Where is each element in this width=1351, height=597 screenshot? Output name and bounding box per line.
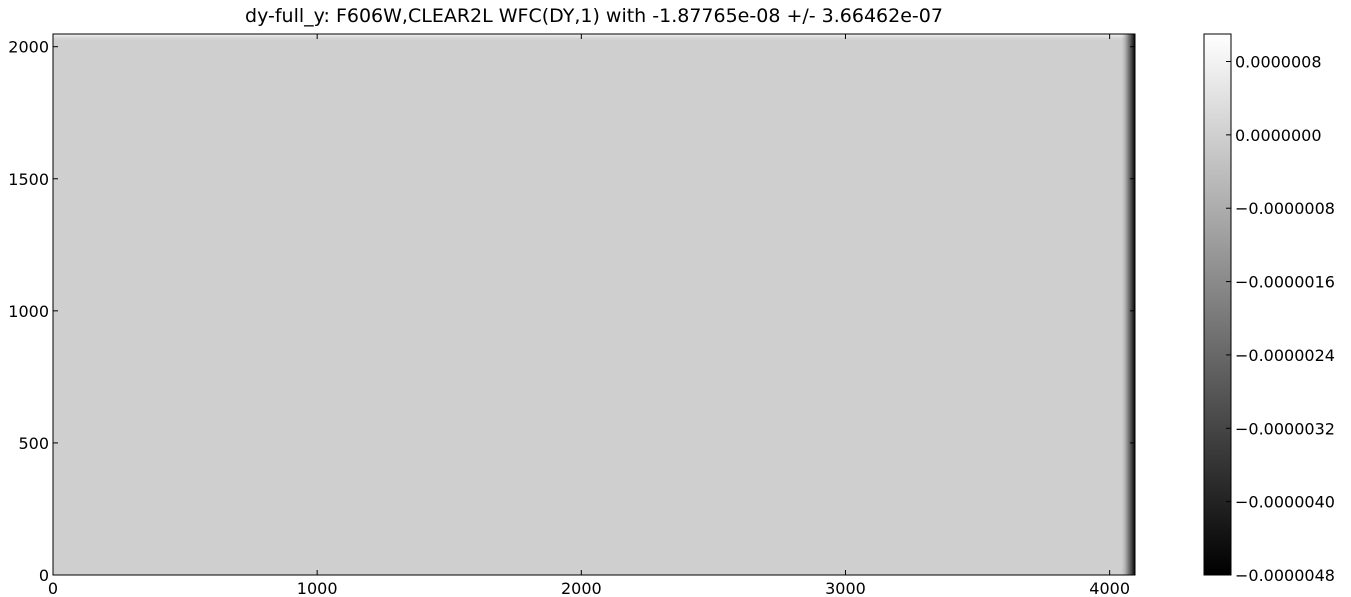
colorbar-tick-label: −0.0000016 — [1235, 273, 1335, 292]
x-tick-label: 3000 — [825, 579, 866, 597]
colorbar-tick-label: −0.0000048 — [1235, 566, 1335, 585]
colorbar-tick-label: −0.0000024 — [1235, 346, 1335, 365]
x-axis: 0 1000 2000 3000 4000 — [48, 34, 1130, 597]
y-tick-label: 2000 — [8, 38, 49, 57]
colorbar: 0.0000008 0.0000000 −0.0000008 −0.0000016 −0… — [1203, 33, 1335, 585]
heatmap-top-edge — [53, 34, 1135, 42]
plot-frame — [52, 33, 1136, 576]
colorbar-tick-label: 0.0000008 — [1235, 53, 1322, 72]
colorbar-tick-label: 0.0000000 — [1235, 126, 1322, 145]
y-axis: 0 500 1000 1500 2000 — [8, 38, 1135, 585]
y-tick-label: 1000 — [8, 302, 49, 321]
x-tick-label: 4000 — [1089, 579, 1130, 597]
colorbar-ticks: 0.0000008 0.0000000 −0.0000008 −0.0000016 −0… — [1226, 53, 1335, 585]
heatmap-field — [53, 34, 1135, 575]
x-tick-label: 0 — [48, 579, 58, 597]
y-tick-label: 1500 — [8, 170, 49, 189]
chart-title: dy-full_y: F606W,CLEAR2L WFC(DY,1) with … — [245, 5, 943, 27]
y-tick-label: 0 — [39, 566, 49, 585]
x-tick-label: 2000 — [561, 579, 602, 597]
x-tick-label: 1000 — [297, 579, 338, 597]
colorbar-tick-label: −0.0000040 — [1235, 493, 1335, 512]
y-tick-label: 500 — [18, 434, 49, 453]
heatmap-right-edge — [1120, 34, 1135, 575]
colorbar-gradient — [1203, 33, 1232, 576]
plot-area: 0 1000 2000 3000 4000 0 500 1000 1500 2000 — [8, 33, 1136, 597]
colorbar-tick-label: −0.0000008 — [1235, 199, 1335, 218]
colorbar-tick-label: −0.0000032 — [1235, 419, 1335, 438]
